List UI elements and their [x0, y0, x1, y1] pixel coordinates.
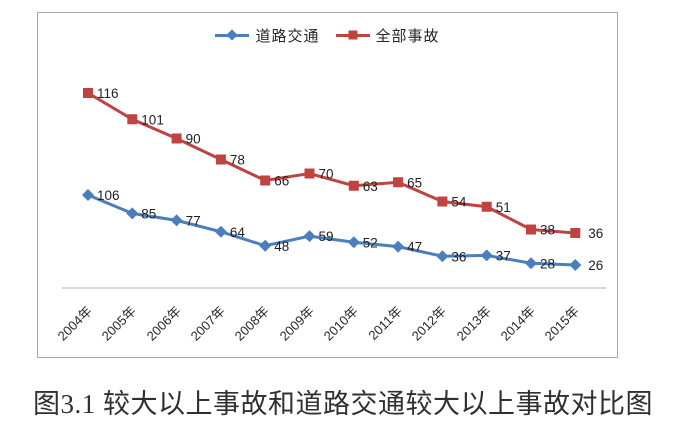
road-traffic-data-label: 77	[186, 213, 201, 228]
all-accidents-marker	[348, 180, 359, 191]
diamond-marker-icon	[215, 29, 250, 42]
road-traffic-data-label: 52	[363, 235, 378, 250]
all-accidents-data-label: 54	[451, 195, 467, 210]
chart-area: 106 85 77 64 48 59 52 47 36 37 28 26 116 101 90 78 66 70 6…	[37, 12, 618, 358]
all-accidents-data-label: 66	[274, 174, 289, 189]
road-traffic-marker	[82, 189, 94, 201]
road-traffic-marker	[436, 250, 449, 263]
all-accidents-marker	[304, 168, 315, 179]
road-traffic-marker	[480, 249, 493, 262]
all-accidents-marker	[437, 196, 448, 207]
road-traffic-line	[87, 193, 576, 267]
all-accidents-marker	[127, 114, 138, 125]
road-traffic-data-label: 28	[540, 256, 555, 271]
all-accidents-marker	[526, 224, 536, 235]
legend-item-all-accidents: 全部事故	[335, 26, 440, 45]
road-traffic-data-label: 48	[274, 239, 289, 254]
legend-label-road-traffic: 道路交通	[255, 27, 320, 45]
road-traffic-data-label: 59	[319, 229, 334, 244]
all-accidents-data-label: 101	[141, 112, 164, 127]
road-traffic-data-label: 64	[230, 225, 246, 240]
road-traffic-marker	[569, 259, 582, 271]
all-accidents-marker	[83, 88, 93, 98]
legend-label-all-accidents: 全部事故	[375, 27, 440, 45]
road-traffic-marker	[126, 207, 139, 220]
all-accidents-data-label: 65	[407, 175, 422, 190]
road-traffic-data-label: 26	[588, 258, 603, 273]
chart-legend: 道路交通 全部事故	[38, 26, 617, 45]
line-chart: 106 85 77 64 48 59 52 47 36 37 28 26 116 101 90 78 66 70 6…	[62, 86, 606, 289]
all-accidents-marker	[171, 133, 182, 144]
road-traffic-data-label: 47	[407, 240, 422, 255]
all-accidents-marker	[481, 201, 492, 212]
square-marker-icon	[335, 29, 370, 42]
road-traffic-marker	[525, 257, 537, 270]
figure-caption: 图3.1 较大以上事故和道路交通较大以上事故对比图	[33, 389, 653, 419]
all-accidents-data-label: 78	[230, 153, 245, 168]
all-accidents-marker	[570, 228, 581, 238]
all-accidents-marker	[215, 154, 226, 165]
road-traffic-data-label: 37	[496, 248, 511, 263]
all-accidents-data-label: 90	[186, 132, 201, 147]
road-traffic-marker	[214, 225, 227, 238]
road-traffic-marker	[347, 236, 360, 249]
all-accidents-marker	[260, 175, 271, 186]
road-traffic-marker	[170, 214, 183, 227]
all-accidents-data-label: 63	[363, 179, 378, 194]
all-accidents-line	[87, 91, 576, 235]
road-traffic-marker	[303, 230, 316, 243]
road-traffic-marker	[259, 239, 272, 252]
road-traffic-marker	[392, 240, 405, 253]
legend-item-road-traffic: 道路交通	[215, 26, 320, 45]
all-accidents-data-label: 70	[319, 167, 334, 182]
all-accidents-data-label: 36	[588, 226, 603, 241]
road-traffic-data-label: 85	[141, 206, 156, 221]
road-traffic-data-label: 106	[97, 188, 120, 203]
all-accidents-marker	[393, 177, 404, 188]
all-accidents-data-label: 116	[97, 86, 119, 101]
road-traffic-data-label: 36	[451, 249, 466, 264]
all-accidents-data-label: 38	[540, 223, 555, 238]
all-accidents-data-label: 51	[496, 200, 511, 215]
